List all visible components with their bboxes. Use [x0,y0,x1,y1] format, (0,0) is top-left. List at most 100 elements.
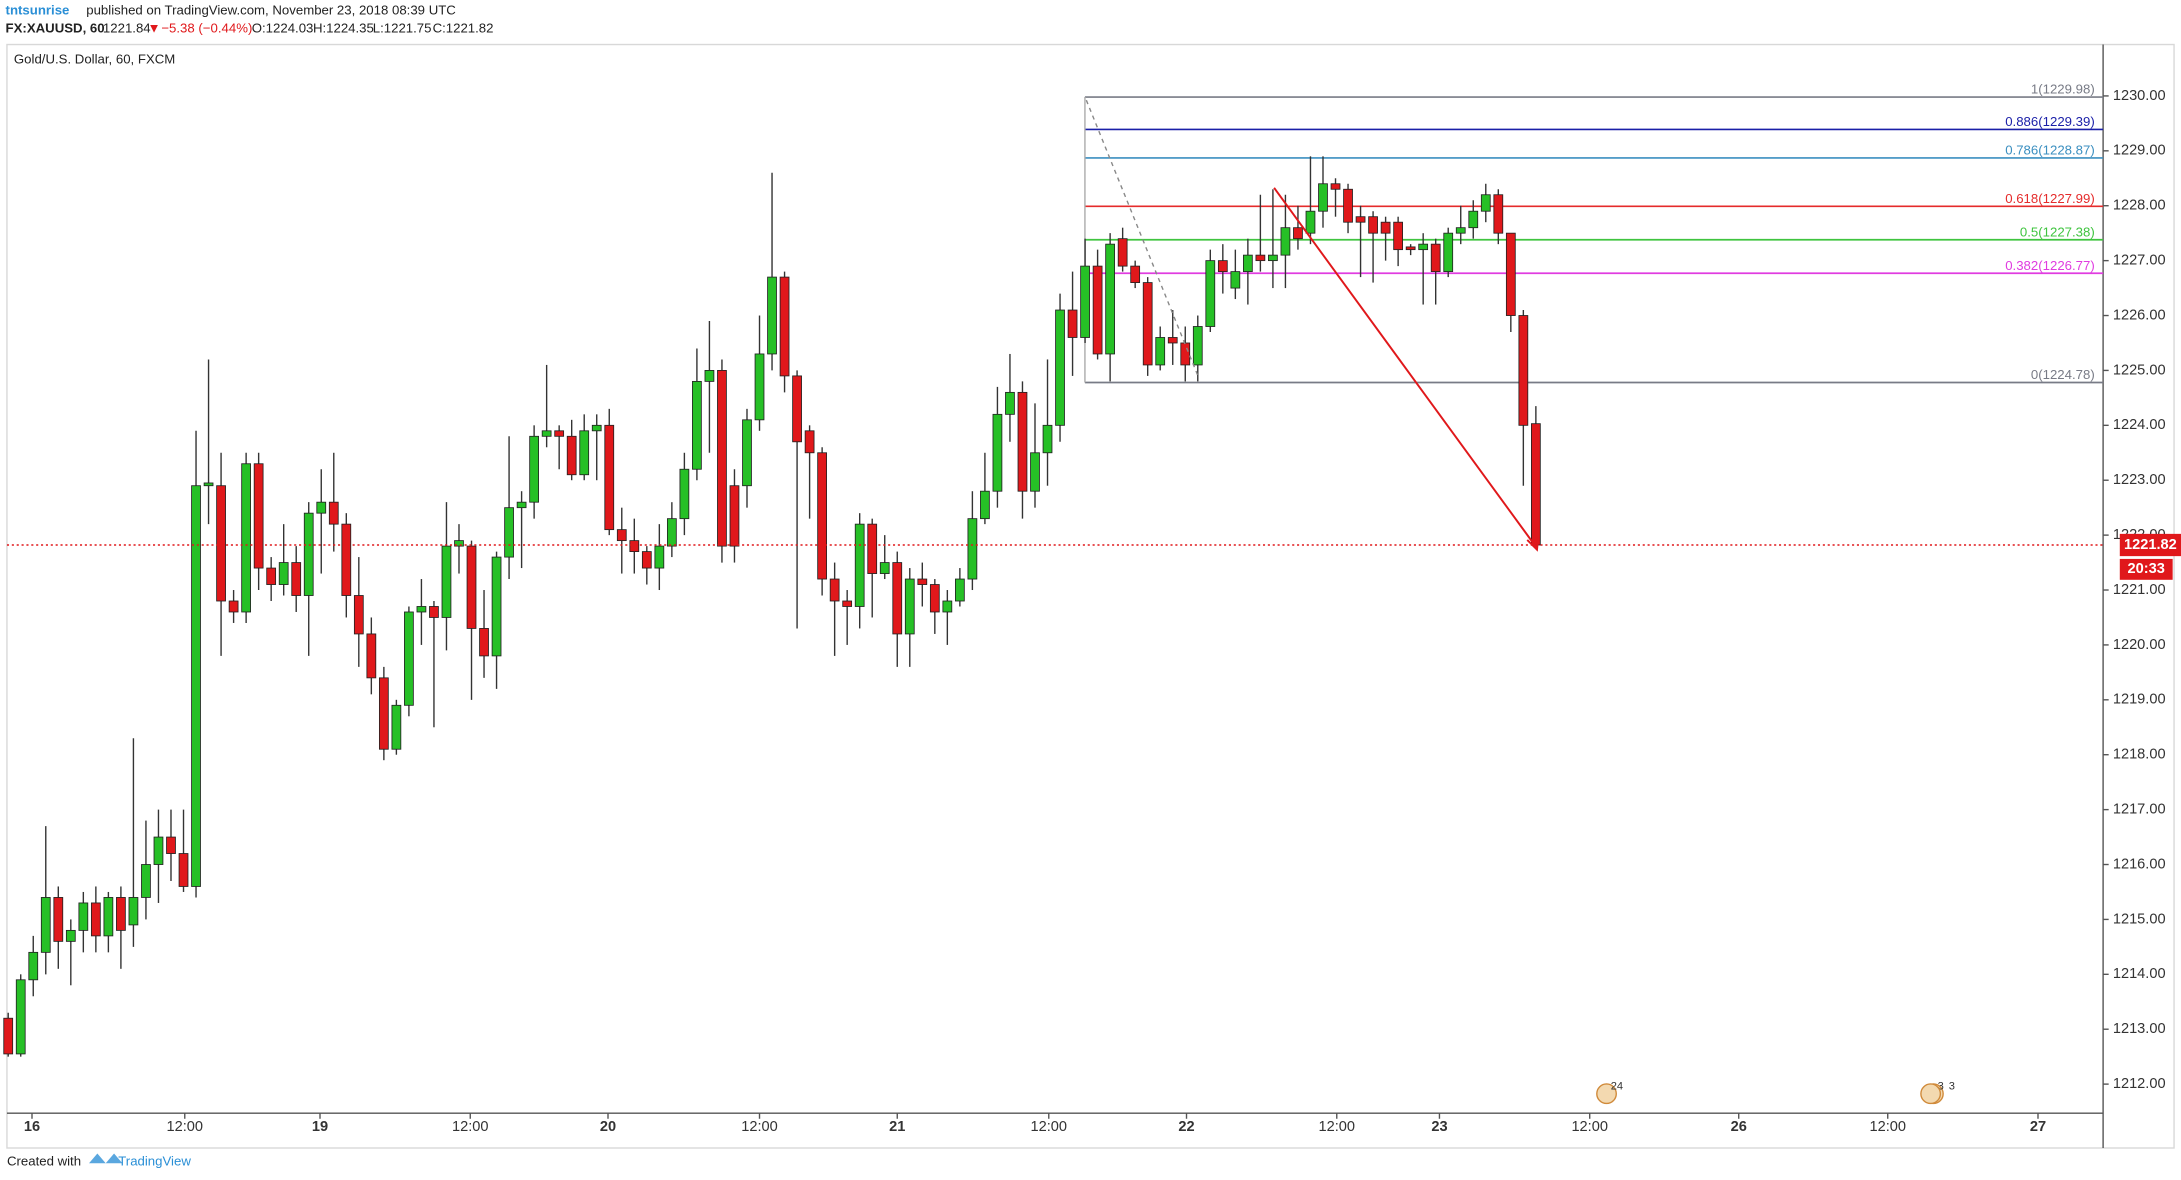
fib-label: 0(1224.78) [2031,367,2095,382]
candle-body [15,979,26,1055]
y-tick-label: 1223.00 [2113,472,2166,488]
candle-body [679,468,690,520]
y-tick-label: 1219.00 [2113,692,2166,708]
candle-body [729,485,740,547]
candle-body [466,545,477,629]
high: H:1224.35 [313,21,374,36]
x-tick-label: 12:00 [167,1119,204,1135]
candle-body [967,518,978,580]
candle-body [692,380,702,470]
candle-body [1180,342,1191,366]
y-tick-label: 1230.00 [2113,88,2166,104]
footer-created: Created with [7,1153,81,1168]
candle-body [1393,221,1403,251]
candle-body [479,628,489,657]
candle-body [1418,243,1429,251]
candle-body [767,276,777,355]
x-tick-label: 12:00 [741,1119,778,1135]
candle-body [1343,188,1353,223]
y-tick-label: 1213.00 [2113,1021,2166,1037]
countdown-label: 20:33 [2128,561,2165,577]
candle-body [1355,216,1366,223]
y-tick-label: 1228.00 [2113,198,2166,214]
event-label: 3 [1938,1081,1944,1093]
y-tick-label: 1212.00 [2113,1076,2166,1092]
candle-body [191,485,201,887]
candle-body [1192,326,1203,366]
fib-label: 0.786(1228.87) [2005,142,2095,157]
last: 1221.84 [103,21,151,36]
candle-body [529,435,539,503]
candle-body [1468,210,1479,229]
candle-body [1293,227,1303,240]
candle-body [266,567,277,585]
candle-body [554,430,565,437]
candle-body [1055,309,1065,426]
candle-body [954,578,965,602]
x-tick-label: 26 [1731,1119,1747,1135]
fib-label: 0.382(1226.77) [2005,258,2095,273]
candle-body [166,836,176,854]
candle-body [1217,260,1228,273]
candle-body [717,370,727,547]
author[interactable]: tntsunrise [6,3,70,18]
candle-body [1505,232,1516,316]
candle-body [203,482,214,487]
candle-body [441,545,452,618]
y-tick-label: 1226.00 [2113,307,2166,323]
candle-body [929,584,940,613]
candle-body [1380,221,1391,234]
candle-body [867,523,878,574]
candle-body [879,562,890,574]
candle-body [641,551,652,569]
candle-body [53,897,64,942]
candle-body [241,463,251,613]
candle-body [391,704,402,750]
arrow-head [1526,535,1540,552]
candle-body [3,1017,14,1055]
candle-body [654,545,665,569]
candle-body [116,897,126,931]
candle-body [1092,265,1103,355]
change: −5.38 (−0.44%) [161,21,252,36]
candle-body [103,897,114,937]
event-icon [1920,1083,1942,1105]
candle-body [291,562,302,596]
y-tick-label: 1220.00 [2113,637,2166,653]
x-tick-label: 12:00 [1869,1119,1906,1135]
candle-body [516,501,527,509]
open: O:1224.03 [252,21,314,36]
candle-body [1117,238,1128,267]
candle-body [1493,194,1504,234]
logo [89,1153,123,1164]
candle-body [416,606,427,613]
candle-body [942,600,953,613]
y-tick-label: 1218.00 [2113,747,2166,763]
candle-body [1155,337,1166,366]
last-price-box [2119,533,2181,557]
candle-body [1030,452,1040,492]
candle-body [1268,254,1278,262]
candle-body [1080,265,1090,338]
candle-body [1167,337,1178,344]
candle-body [303,512,314,596]
candle-body [1017,391,1028,492]
candle-body [504,507,514,558]
footer-brand[interactable]: TradingView [118,1153,191,1168]
candle-body [817,452,827,580]
candle-body [353,595,364,635]
fib-label: 0.886(1229.39) [2005,114,2095,129]
candle-body [1480,194,1491,212]
x-tick-label: 12:00 [452,1119,489,1135]
candle-body [541,430,552,437]
candle-body [1280,227,1291,256]
candle-body [1443,232,1454,273]
candle-body [65,929,76,942]
candle-body [980,490,990,520]
candle-body [1005,391,1015,415]
x-tick-label: 12:00 [1031,1119,1068,1135]
candle-body [604,424,615,531]
candle-body [1255,254,1266,262]
x-tick-label: 21 [889,1119,905,1135]
event-icon [1596,1083,1617,1105]
